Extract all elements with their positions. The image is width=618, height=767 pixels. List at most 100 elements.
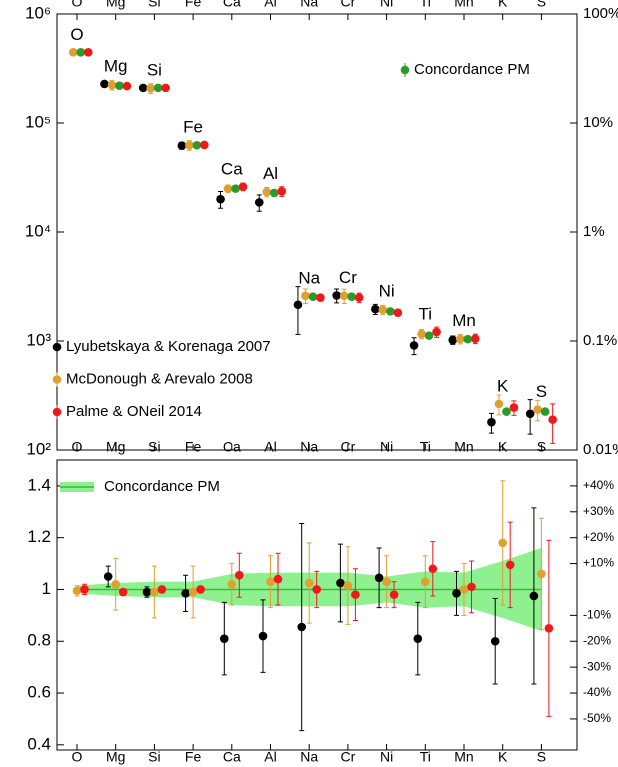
data-point — [83, 48, 93, 57]
data-point — [220, 634, 229, 643]
point-label: Ca — [221, 159, 243, 178]
point-label: Na — [298, 268, 320, 287]
x-tick-label: Cr — [341, 439, 356, 455]
data-point — [378, 305, 388, 315]
data-point — [413, 634, 423, 643]
x-tick-label: Mn — [454, 749, 473, 765]
data-point — [448, 335, 458, 345]
x-tick-label: K — [498, 439, 508, 455]
data-point — [146, 84, 155, 93]
x-tick-label: Si — [148, 749, 160, 765]
data-point — [293, 300, 303, 310]
x-tick-label: Ti — [420, 0, 431, 10]
data-point — [316, 293, 325, 302]
data-point — [223, 184, 233, 193]
bottom-frame — [56, 459, 578, 751]
x-tick-label: Cr — [341, 0, 356, 10]
point-label: Al — [263, 164, 278, 183]
x-tick-label: S — [537, 0, 546, 10]
x-tick-label: Mn — [454, 439, 473, 455]
point-label: Mn — [452, 311, 476, 330]
x-tick-label: Ca — [223, 749, 241, 765]
x-tick-label: Na — [300, 0, 318, 10]
data-point — [72, 586, 82, 596]
data-point — [455, 334, 465, 344]
x-tick-label: K — [498, 0, 508, 10]
y2-tick-label: -50% — [583, 711, 611, 725]
data-point — [393, 308, 403, 317]
data-point — [494, 399, 504, 409]
data-point — [231, 184, 240, 193]
error-bar — [295, 286, 301, 335]
data-point — [216, 194, 225, 204]
x-tick-label: Na — [300, 749, 318, 765]
data-point — [548, 415, 557, 424]
x-tick-label: O — [72, 0, 83, 10]
x-tick-label: Mg — [106, 0, 125, 10]
data-point — [525, 409, 535, 419]
point-label: Ti — [419, 304, 433, 323]
data-point — [181, 589, 190, 598]
data-point — [192, 140, 202, 150]
data-point — [487, 417, 496, 427]
y2-tick-label: +30% — [583, 504, 614, 518]
data-point — [150, 587, 159, 597]
point-label: Si — [147, 60, 162, 79]
legend-label: Concordance PM — [414, 61, 530, 78]
data-point — [374, 573, 384, 583]
x-tick-label: Na — [300, 439, 318, 455]
y2-tick-label: -20% — [583, 633, 611, 647]
x-tick-label: Ni — [380, 439, 393, 455]
legend-label: Lyubetskaya & Korenaga 2007 — [66, 338, 271, 355]
data-point — [301, 291, 310, 301]
data-point — [153, 83, 163, 93]
y-tick-label: 10⁵ — [25, 112, 51, 131]
data-point — [540, 407, 550, 416]
data-point — [424, 331, 434, 340]
y2-tick-label: +40% — [583, 478, 614, 492]
y-tick-label: 10⁴ — [25, 221, 51, 240]
data-point — [188, 587, 198, 597]
data-point — [490, 636, 500, 646]
data-point — [76, 48, 86, 57]
point-label: S — [536, 382, 547, 401]
legend-label: Palme & ONeil 2014 — [66, 403, 202, 420]
data-point — [463, 334, 473, 344]
y2-tick-label: 100% — [583, 5, 618, 22]
data-point — [177, 141, 187, 150]
legend-marker — [400, 65, 410, 75]
data-point — [122, 81, 132, 91]
legend-label: McDonough & Arevalo 2008 — [66, 370, 253, 387]
y-tick-label: 1 — [42, 579, 51, 598]
y2-tick-label: -30% — [583, 659, 611, 673]
data-point — [277, 187, 287, 196]
x-tick-label: Ca — [223, 439, 241, 455]
x-tick-label: Ti — [420, 439, 431, 455]
data-point — [304, 578, 314, 588]
x-tick-label: Cr — [341, 749, 356, 765]
x-tick-label: Si — [148, 0, 160, 10]
y2-tick-label: -10% — [583, 608, 611, 622]
y2-tick-label: 1% — [583, 223, 605, 240]
data-point — [254, 198, 264, 207]
point-label: K — [497, 376, 509, 395]
x-tick-label: Si — [148, 439, 160, 455]
y-tick-label: 1.2 — [27, 527, 51, 546]
x-tick-label: O — [72, 749, 83, 765]
x-tick-label: Mn — [454, 0, 473, 10]
point-label: Ni — [379, 282, 395, 301]
data-point — [269, 188, 279, 198]
data-point — [262, 187, 272, 197]
x-tick-label: Al — [264, 439, 276, 455]
data-point — [409, 341, 419, 350]
data-point — [196, 585, 205, 594]
legend-marker — [52, 375, 62, 384]
data-point — [432, 327, 441, 337]
data-point — [467, 582, 476, 592]
legend-marker — [52, 342, 62, 352]
data-point — [111, 579, 120, 589]
data-point — [421, 577, 430, 586]
data-point — [459, 585, 469, 594]
x-tick-label: Fe — [185, 0, 202, 10]
